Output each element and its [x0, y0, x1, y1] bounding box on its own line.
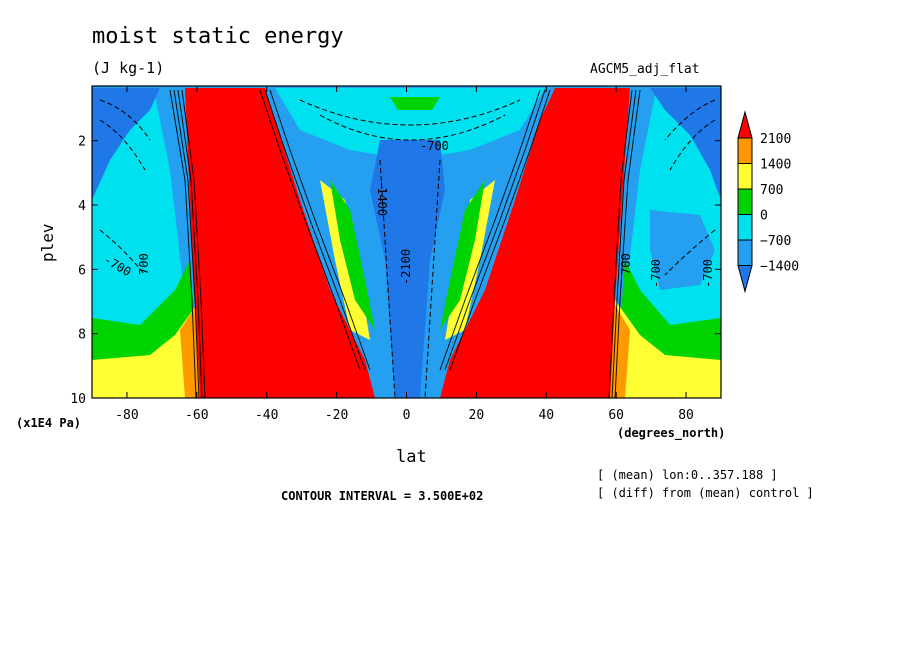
- field-left-darkblue: [92, 88, 160, 200]
- y-axis: 2 4 6 8 10: [70, 135, 721, 407]
- colorbar: 2100 1400 700 0 −700 −1400: [737, 110, 799, 294]
- x-tick-label: 40: [538, 408, 554, 423]
- contour-lines-right-dense: [439, 89, 641, 398]
- y-tick-label: 2: [78, 135, 86, 150]
- contour-label: -700: [649, 259, 663, 288]
- contour-label: -2100: [399, 249, 413, 285]
- colorbar-tick-label: −1400: [760, 260, 799, 275]
- colorbar-tick-label: 1400: [760, 158, 791, 173]
- field-equator-cyan: [275, 88, 545, 160]
- x-tick-label: 60: [608, 408, 624, 423]
- contour-field: [92, 86, 721, 398]
- colorbar-top-arrow: [737, 110, 753, 139]
- field-equator-darkblue: [370, 140, 445, 398]
- contour-label: 700: [137, 253, 151, 275]
- x-tick-label: 0: [403, 408, 411, 423]
- colorbar-segment: [737, 163, 753, 190]
- note-diff-control: [ (diff) from (mean) control ]: [597, 486, 814, 500]
- field-right-blue: [650, 210, 715, 290]
- y-tick-label: 6: [78, 263, 86, 278]
- contour-lines-left-dense: [169, 89, 371, 398]
- x-axis-unit: (degrees_north): [617, 426, 726, 440]
- y-tick-label: 8: [78, 328, 86, 343]
- experiment-label: AGCM5_adj_flat: [590, 62, 700, 77]
- x-tick-label: -80: [115, 408, 138, 423]
- note-lon-mean: [ (mean) lon:0..357.188 ]: [597, 468, 778, 482]
- x-tick-label: -60: [185, 408, 208, 423]
- contour-label: -700: [701, 259, 715, 288]
- y-tick-label: 10: [70, 392, 86, 407]
- colorbar-segment: [737, 214, 753, 241]
- x-tick-label: 80: [678, 408, 694, 423]
- colorbar-tick-label: −700: [760, 234, 791, 249]
- contour-lines-dashed: [99, 99, 716, 398]
- x-tick-label: 20: [469, 408, 485, 423]
- colorbar-segment: [737, 137, 753, 164]
- field-left-yellow: [92, 300, 205, 398]
- colorbar-tick-label: 0: [760, 209, 768, 224]
- field-equator-green: [390, 97, 440, 110]
- contour-interval: CONTOUR INTERVAL = 3.500E+02: [281, 489, 484, 503]
- x-tick-label: -40: [255, 408, 278, 423]
- field-right-darkblue: [650, 88, 721, 200]
- contour-label: 700: [619, 253, 633, 275]
- field-right-yellow: [610, 300, 721, 398]
- field-equator-right-green: [440, 180, 485, 330]
- x-axis: -80 -60 -40 -20 0 20 40 60 80: [115, 86, 694, 423]
- colorbar-tick-label: 700: [760, 183, 783, 198]
- field-left-red: [185, 88, 375, 398]
- colorbar-bottom-arrow: [737, 265, 753, 294]
- field-equator-left-green: [330, 180, 375, 330]
- y-axis-label: plev: [38, 223, 57, 262]
- colorbar-tick-label: 2100: [760, 132, 791, 147]
- units-label: (J kg-1): [92, 59, 165, 77]
- contour-label: -700: [420, 139, 449, 153]
- chart-title: moist static energy: [92, 24, 344, 49]
- x-axis-label: lat: [396, 447, 427, 467]
- colorbar-segment: [737, 239, 753, 266]
- colorbar-segment: [737, 188, 753, 215]
- y-tick-label: 4: [78, 199, 86, 214]
- x-tick-label: -20: [325, 408, 348, 423]
- contour-label: -1400: [375, 180, 389, 216]
- field-right-red: [440, 88, 630, 398]
- contour-label-group: -700 -700 -1400 -2100 700 700 -700 -700: [102, 139, 716, 288]
- y-axis-unit: (x1E4 Pa): [16, 416, 82, 430]
